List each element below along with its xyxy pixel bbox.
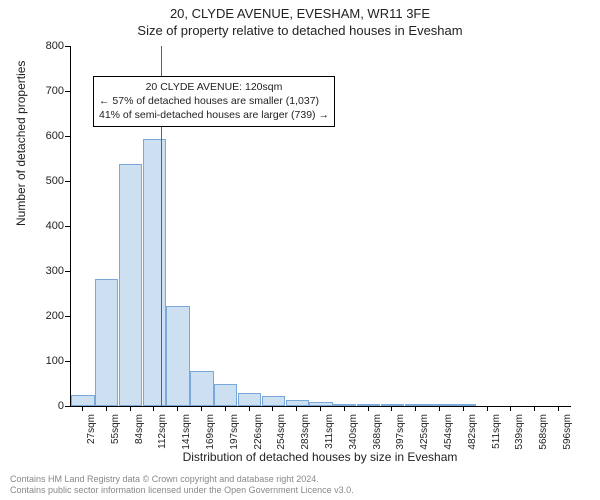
x-tick-label: 55sqm	[110, 414, 121, 444]
y-tick-label: 400	[46, 220, 64, 232]
y-tick-label: 600	[46, 130, 64, 142]
y-tick-label: 300	[46, 265, 64, 277]
x-tick-mark	[249, 406, 250, 411]
x-tick-mark	[344, 406, 345, 411]
x-axis-label: Distribution of detached houses by size …	[70, 450, 570, 464]
x-tick-mark	[463, 406, 464, 411]
x-tick-label: 169sqm	[205, 414, 216, 450]
x-tick-mark	[82, 406, 83, 411]
x-tick-mark	[225, 406, 226, 411]
x-tick-label: 368sqm	[372, 414, 383, 450]
x-tick-mark	[510, 406, 511, 411]
x-tick-label: 226sqm	[253, 414, 264, 450]
x-tick-label: 511sqm	[491, 414, 502, 449]
histogram-bar	[238, 393, 261, 406]
x-tick-label: 141sqm	[181, 414, 192, 450]
x-tick-mark	[368, 406, 369, 411]
y-tick-label: 800	[46, 40, 64, 52]
x-tick-mark	[439, 406, 440, 411]
histogram-bar	[190, 371, 213, 406]
y-tick-label: 700	[46, 85, 64, 97]
x-tick-label: 397sqm	[395, 414, 406, 450]
plot-area: 20 CLYDE AVENUE: 120sqm ← 57% of detache…	[70, 46, 571, 407]
x-tick-mark	[153, 406, 154, 411]
histogram-bar	[214, 384, 237, 406]
histogram-bar	[71, 395, 94, 406]
x-tick-label: 454sqm	[443, 414, 454, 450]
x-tick-label: 311sqm	[324, 414, 335, 449]
chart-container: 20, CLYDE AVENUE, EVESHAM, WR11 3FE Size…	[0, 0, 600, 500]
x-tick-mark	[415, 406, 416, 411]
histogram-bar	[119, 164, 142, 406]
annotation-line3: 41% of semi-detached houses are larger (…	[99, 108, 329, 122]
x-tick-mark	[391, 406, 392, 411]
title-subtitle: Size of property relative to detached ho…	[0, 21, 600, 38]
x-tick-label: 283sqm	[300, 414, 311, 450]
histogram-bar	[143, 139, 166, 406]
x-tick-mark	[296, 406, 297, 411]
histogram-bar	[166, 306, 189, 406]
title-address: 20, CLYDE AVENUE, EVESHAM, WR11 3FE	[0, 0, 600, 21]
annotation-box: 20 CLYDE AVENUE: 120sqm ← 57% of detache…	[93, 76, 335, 127]
x-tick-mark	[534, 406, 535, 411]
x-tick-label: 425sqm	[419, 414, 430, 450]
x-tick-label: 596sqm	[562, 414, 573, 450]
x-tick-label: 568sqm	[538, 414, 549, 450]
annotation-line1: 20 CLYDE AVENUE: 120sqm	[99, 80, 329, 94]
x-tick-label: 27sqm	[86, 414, 97, 444]
footer: Contains HM Land Registry data © Crown c…	[10, 474, 354, 497]
x-tick-label: 539sqm	[514, 414, 525, 450]
x-tick-mark	[106, 406, 107, 411]
x-tick-label: 112sqm	[157, 414, 168, 449]
y-tick-label: 100	[46, 355, 64, 367]
y-tick-label: 200	[46, 310, 64, 322]
x-tick-mark	[272, 406, 273, 411]
annotation-line2: ← 57% of detached houses are smaller (1,…	[99, 94, 329, 108]
footer-line2: Contains public sector information licen…	[10, 485, 354, 496]
x-tick-label: 254sqm	[276, 414, 287, 450]
x-tick-mark	[558, 406, 559, 411]
x-tick-mark	[130, 406, 131, 411]
footer-line1: Contains HM Land Registry data © Crown c…	[10, 474, 354, 485]
y-tick-label: 500	[46, 175, 64, 187]
y-axis: 0100200300400500600700800	[0, 46, 70, 406]
x-tick-label: 197sqm	[229, 414, 240, 450]
x-tick-label: 84sqm	[134, 414, 145, 444]
histogram-bar	[95, 279, 118, 406]
y-tick-label: 0	[58, 400, 64, 412]
x-tick-mark	[177, 406, 178, 411]
x-tick-label: 482sqm	[467, 414, 478, 450]
histogram-bar	[262, 396, 285, 406]
x-tick-mark	[320, 406, 321, 411]
x-tick-mark	[487, 406, 488, 411]
x-tick-label: 340sqm	[348, 414, 359, 450]
x-tick-mark	[201, 406, 202, 411]
